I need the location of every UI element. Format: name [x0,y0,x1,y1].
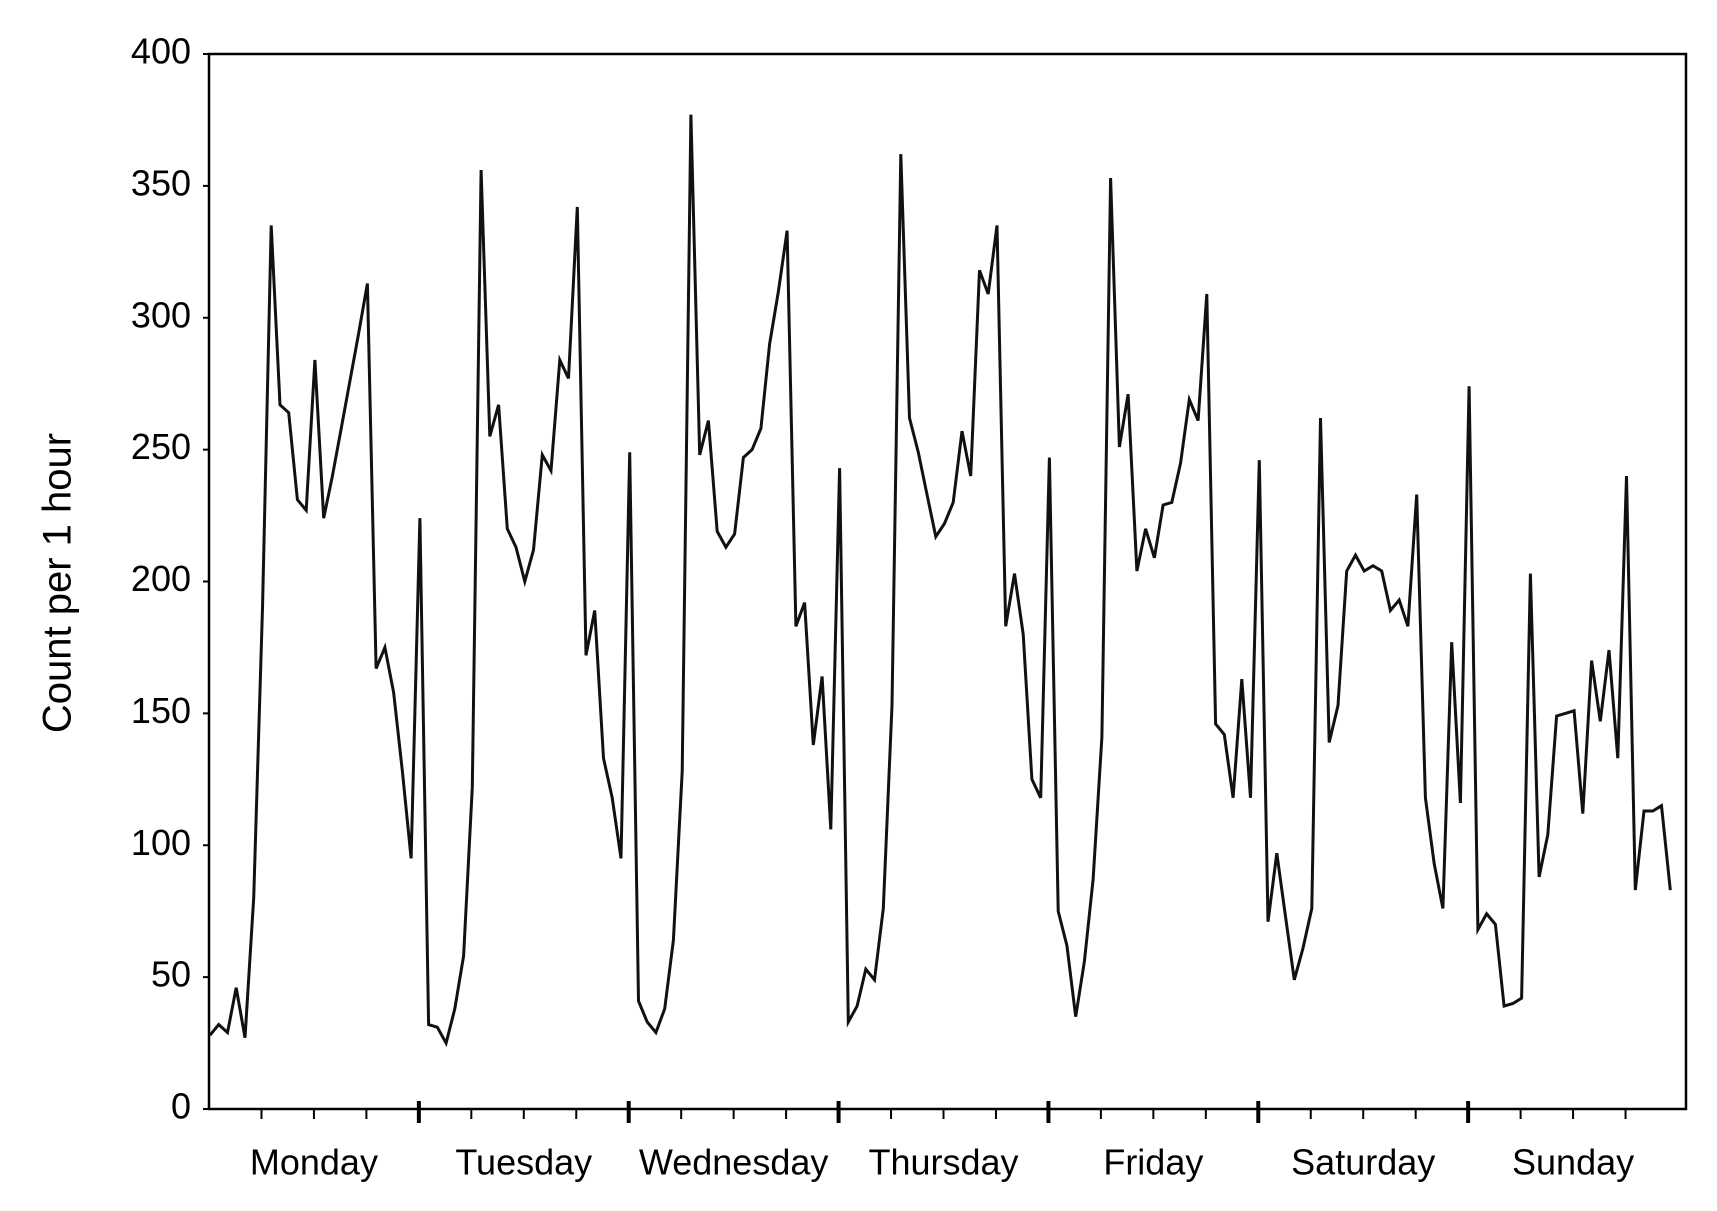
y-tick-label: 200 [131,558,191,599]
y-axis-label: Count per 1 hour [36,433,80,733]
x-tick-label: Wednesday [639,1142,828,1183]
y-tick-label: 400 [131,31,191,72]
x-tick-label: Friday [1103,1142,1203,1183]
x-tick-label: Sunday [1512,1142,1634,1183]
x-tick-label: Monday [250,1142,378,1183]
y-tick-label: 350 [131,162,191,203]
x-tick-label: Thursday [868,1142,1018,1183]
x-tick-label: Saturday [1291,1142,1435,1183]
y-tick-label: 250 [131,426,191,467]
y-tick-label: 0 [171,1086,191,1127]
y-tick-label: 150 [131,690,191,731]
x-tick-label: Tuesday [455,1142,592,1183]
y-tick-label: 100 [131,822,191,863]
y-tick-label: 300 [131,294,191,335]
data-line [208,114,1672,1048]
y-tick-label: 50 [151,954,191,995]
